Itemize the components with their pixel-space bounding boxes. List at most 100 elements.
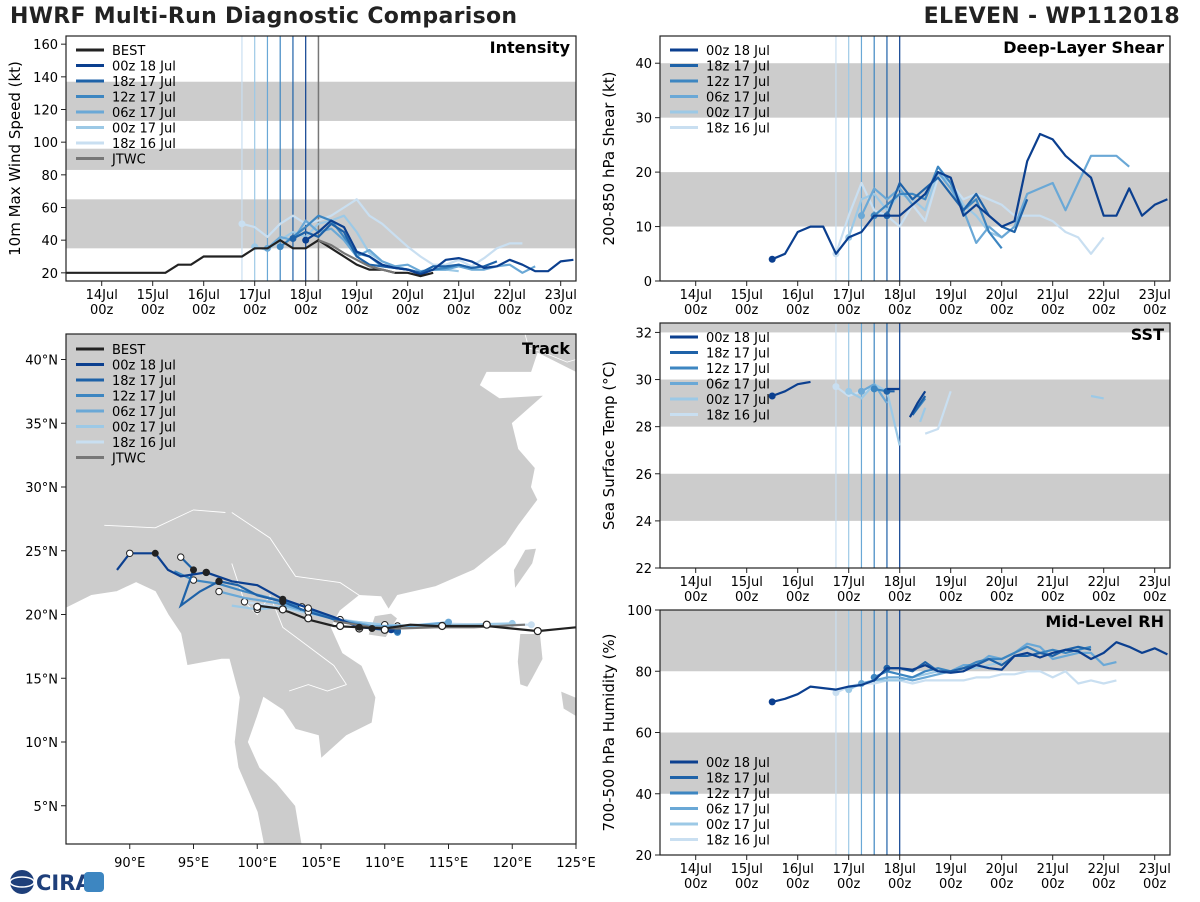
x-tick-label: 20Jul: [986, 288, 1018, 303]
threshold-band: [660, 379, 1170, 427]
cira-logo: CIRA: [6, 866, 106, 898]
land-mass: [560, 690, 576, 717]
x-tick-label: 00z: [141, 303, 165, 318]
legend-entry: 00z 17 Jul: [112, 421, 176, 436]
x-tick-label: 00z: [90, 303, 114, 318]
legend-entry: 18z 16 Jul: [706, 409, 770, 424]
series-line: [771, 380, 927, 418]
y-tick-label: 10: [635, 221, 652, 236]
panel-title: Intensity: [490, 38, 571, 57]
track-init-point: [445, 618, 452, 626]
track-marker: [215, 587, 223, 596]
x-tick-label: 17Jul: [833, 288, 865, 303]
x-tick-label: 00z: [888, 303, 912, 318]
x-tick-label: 00z: [990, 590, 1014, 605]
y-tick-label: 30: [635, 112, 652, 127]
x-tick-label: 19Jul: [935, 862, 967, 877]
x-tick-label: 00z: [192, 303, 216, 318]
x-tick-label: 17Jul: [833, 575, 865, 590]
series-line: [860, 154, 1130, 244]
page-title: HWRF Multi-Run Diagnostic Comparison: [10, 4, 518, 29]
y-tick-label: 10°N: [25, 736, 58, 751]
x-tick-label: 18Jul: [884, 862, 916, 877]
y-tick-label: 80: [41, 169, 58, 184]
legend-entry: 18z 16 Jul: [112, 137, 176, 152]
x-tick-label: 21Jul: [1037, 862, 1069, 877]
legend-entry: 06z 17 Jul: [706, 91, 770, 106]
forecast-position-marker: [215, 577, 223, 585]
legend-entry: BEST: [112, 44, 145, 59]
init-point: [768, 698, 776, 706]
y-tick-label: 26: [635, 468, 652, 483]
y-tick-label: 40: [635, 57, 652, 72]
x-tick-label: 23Jul: [1139, 288, 1171, 303]
x-tick-label: 23Jul: [545, 288, 577, 303]
x-tick-label: 00z: [1041, 877, 1065, 892]
track-marker: [304, 604, 312, 612]
series-line: [873, 645, 1092, 679]
x-tick-label: 00z: [888, 877, 912, 892]
legend-entry: 18z 17 Jul: [706, 347, 770, 362]
y-tick-label: 80: [635, 665, 652, 680]
forecast-position-marker: [368, 625, 376, 633]
legend-entry: 00z 18 Jul: [706, 756, 770, 771]
x-tick-label: 00z: [1092, 877, 1116, 892]
axes-frame: [65, 35, 577, 282]
x-tick-label: 00z: [1143, 877, 1167, 892]
x-tick-label: 00z: [396, 303, 420, 318]
legend-entry: 12z 17 Jul: [112, 390, 176, 405]
y-axis-label: Sea Surface Temp (°C): [600, 361, 618, 530]
legend-entry: 12z 17 Jul: [706, 75, 770, 90]
x-tick-label: 21Jul: [1037, 575, 1069, 590]
forecast-position-marker: [355, 623, 363, 631]
forecast-position-marker: [202, 568, 210, 576]
x-tick-label: 17Jul: [833, 862, 865, 877]
rh-panel: 2040608010014Jul00z15Jul00z16Jul00z17Jul…: [600, 604, 1171, 892]
x-tick-label: 14Jul: [680, 862, 712, 877]
x-tick-label: 95°E: [178, 856, 209, 871]
y-tick-label: 20: [635, 166, 652, 181]
best-track-marker: [253, 602, 262, 611]
series-line: [771, 641, 1168, 703]
threshold-band: [66, 81, 576, 121]
x-tick-label: 00z: [837, 303, 861, 318]
x-tick-label: 21Jul: [1037, 288, 1069, 303]
y-tick-label: 20°N: [25, 609, 58, 624]
x-tick-label: 14Jul: [680, 288, 712, 303]
best-track-marker: [304, 614, 313, 623]
x-tick-label: 16Jul: [782, 288, 814, 303]
forecast-position-marker: [151, 549, 159, 557]
x-tick-label: 00z: [498, 303, 522, 318]
threshold-band: [660, 172, 1170, 227]
legend-entry: 00z 17 Jul: [706, 818, 770, 833]
legend-entry: 00z 18 Jul: [706, 331, 770, 346]
x-tick-label: 00z: [1092, 590, 1116, 605]
series-line: [834, 176, 1105, 255]
init-point: [870, 385, 878, 393]
x-tick-label: 15Jul: [731, 575, 763, 590]
x-tick-label: 00z: [735, 303, 759, 318]
series-line: [771, 132, 1168, 261]
x-tick-label: 90°E: [114, 856, 145, 871]
x-tick-label: 22Jul: [494, 288, 526, 303]
x-tick-label: 00z: [1041, 590, 1065, 605]
axes-frame: [659, 322, 1171, 569]
init-point: [768, 392, 776, 400]
x-tick-label: 00z: [837, 877, 861, 892]
track-marker: [240, 598, 249, 606]
land-mass: [513, 547, 538, 591]
shear-panel: 01020304014Jul00z15Jul00z16Jul00z17Jul00…: [600, 35, 1171, 318]
land-mass: [66, 334, 576, 844]
x-tick-label: 00z: [243, 303, 267, 318]
x-tick-label: 00z: [1092, 303, 1116, 318]
y-tick-label: 24: [635, 515, 652, 530]
y-tick-label: 30°N: [25, 481, 58, 496]
x-tick-label: 16Jul: [188, 288, 220, 303]
y-tick-label: 60: [41, 202, 58, 217]
x-tick-label: 21Jul: [443, 288, 475, 303]
legend-entry: 12z 17 Jul: [706, 787, 770, 802]
panel-title: Deep-Layer Shear: [1003, 38, 1164, 57]
x-tick-label: 00z: [447, 303, 471, 318]
x-tick-label: 00z: [1041, 303, 1065, 318]
y-tick-label: 60: [635, 727, 652, 742]
